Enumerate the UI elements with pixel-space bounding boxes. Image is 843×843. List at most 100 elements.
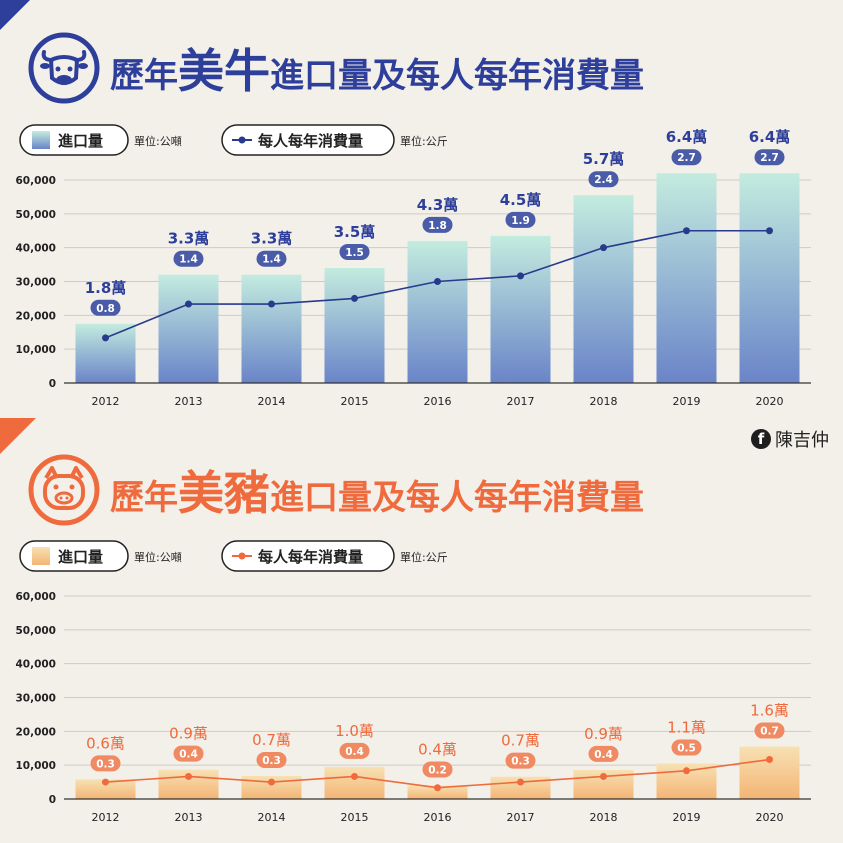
- pig-icon: [28, 454, 100, 526]
- bar: [158, 274, 219, 383]
- title-highlight: 美牛: [178, 44, 270, 98]
- consumption-pill: [588, 171, 619, 188]
- volume-label: 1.6萬: [750, 702, 789, 720]
- y-tick-label: 30,000: [15, 693, 56, 705]
- bar: [656, 173, 717, 383]
- volume-label: 0.9萬: [169, 725, 208, 743]
- consumption-point: [683, 767, 690, 775]
- bar: [573, 195, 634, 383]
- x-tick-label: 2017: [507, 395, 535, 408]
- y-tick-label: 60,000: [15, 175, 56, 187]
- consumption-point: [268, 778, 275, 786]
- x-tick-label: 2012: [92, 395, 120, 408]
- consumption-label: 0.3: [262, 755, 281, 767]
- legend-bar-unit: 單位:公噸: [134, 134, 182, 148]
- consumption-label: 2.7: [677, 152, 696, 164]
- consumption-point: [102, 778, 109, 786]
- consumption-label: 1.9: [511, 215, 530, 227]
- consumption-label: 0.4: [594, 749, 613, 761]
- volume-label: 3.3萬: [168, 230, 210, 248]
- legend-line-unit: 單位:公斤: [400, 134, 448, 148]
- y-tick-label: 0: [49, 378, 56, 390]
- consumption-pill: [422, 761, 453, 778]
- x-tick-label: 2014: [258, 811, 286, 824]
- legend-line-marker: [238, 136, 246, 144]
- bar: [324, 766, 385, 799]
- consumption-label: 0.2: [428, 764, 447, 776]
- y-tick-label: 10,000: [15, 760, 56, 772]
- y-tick-label: 50,000: [15, 209, 56, 221]
- consumption-point: [268, 300, 275, 308]
- consumption-pill: [256, 751, 287, 768]
- x-tick-label: 2020: [756, 811, 784, 824]
- volume-label: 5.7萬: [583, 150, 625, 168]
- legend-bar-label: 進口量: [58, 132, 103, 150]
- legend-line-label: 每人每年消費量: [258, 548, 363, 566]
- consumption-point: [517, 778, 524, 786]
- consumption-label: 1.4: [262, 254, 281, 266]
- consumption-pill: [90, 755, 121, 772]
- consumption-pill: [505, 211, 536, 228]
- consumption-label: 0.4: [179, 749, 198, 761]
- legend-bar-swatch: [32, 547, 50, 565]
- consumption-pill: [754, 149, 785, 166]
- consumption-pill: [422, 216, 453, 233]
- volume-label: 1.1萬: [667, 718, 706, 736]
- bar: [324, 267, 385, 383]
- consumption-point: [766, 227, 773, 235]
- consumption-pill: [90, 299, 121, 316]
- consumption-point: [517, 272, 524, 280]
- volume-label: 0.9萬: [584, 725, 623, 743]
- consumption-pill: [671, 149, 702, 166]
- x-tick-label: 2016: [424, 811, 452, 824]
- bar: [407, 785, 468, 799]
- consumption-label: 0.4: [345, 746, 364, 758]
- consumption-pill: [256, 250, 287, 267]
- x-tick-label: 2017: [507, 811, 535, 824]
- legend-line-unit: 單位:公斤: [400, 550, 448, 564]
- volume-label: 0.4萬: [418, 740, 457, 758]
- consumption-pill: [671, 739, 702, 756]
- x-tick-label: 2014: [258, 395, 286, 408]
- volume-label: 3.3萬: [251, 230, 293, 248]
- y-tick-label: 0: [49, 794, 56, 806]
- x-tick-label: 2020: [756, 395, 784, 408]
- volume-label: 0.7萬: [501, 732, 540, 750]
- y-tick-label: 60,000: [15, 591, 56, 603]
- pork-title: 歷年美豬進口量及每人每年消費量: [28, 452, 644, 528]
- y-tick-label: 30,000: [15, 277, 56, 289]
- beef-title: 歷年美牛進口量及每人每年消費量: [28, 30, 644, 106]
- volume-label: 0.7萬: [252, 731, 291, 749]
- x-tick-label: 2012: [92, 811, 120, 824]
- title-suffix: 進口量及每人每年消費量: [270, 56, 644, 96]
- x-tick-label: 2019: [673, 395, 701, 408]
- consumption-label: 0.7: [760, 726, 779, 738]
- volume-label: 1.8萬: [85, 279, 127, 297]
- consumption-pill: [505, 752, 536, 769]
- consumption-point: [766, 756, 773, 764]
- legend-bar-swatch: [32, 131, 50, 149]
- volume-label: 4.3萬: [417, 196, 459, 214]
- corner-decoration: [0, 418, 36, 454]
- x-tick-label: 2019: [673, 811, 701, 824]
- bar: [241, 274, 302, 383]
- beef-chart: 進口量 單位:公噸 每人每年消費量 單位:公斤 0 10,000 20,000 30,000 4…: [15, 124, 811, 408]
- bar: [490, 235, 551, 383]
- consumption-label: 2.7: [760, 152, 779, 164]
- volume-label: 4.5萬: [500, 191, 542, 209]
- consumption-pill: [588, 745, 619, 762]
- y-tick-label: 40,000: [15, 659, 56, 671]
- consumption-pill: [339, 243, 370, 260]
- consumption-label: 1.4: [179, 254, 198, 266]
- bar: [490, 776, 551, 799]
- consumption-pill: [173, 745, 204, 762]
- consumption-label: 0.8: [96, 303, 115, 315]
- volume-label: 6.4萬: [749, 128, 791, 146]
- consumption-pill: [173, 250, 204, 267]
- legend-bar-label: 進口量: [58, 548, 103, 566]
- author-credit: f 陳吉仲: [751, 426, 829, 452]
- y-tick-label: 10,000: [15, 344, 56, 356]
- title-suffix: 進口量及每人每年消費量: [270, 478, 644, 518]
- consumption-pill: [339, 742, 370, 759]
- consumption-point: [434, 278, 441, 285]
